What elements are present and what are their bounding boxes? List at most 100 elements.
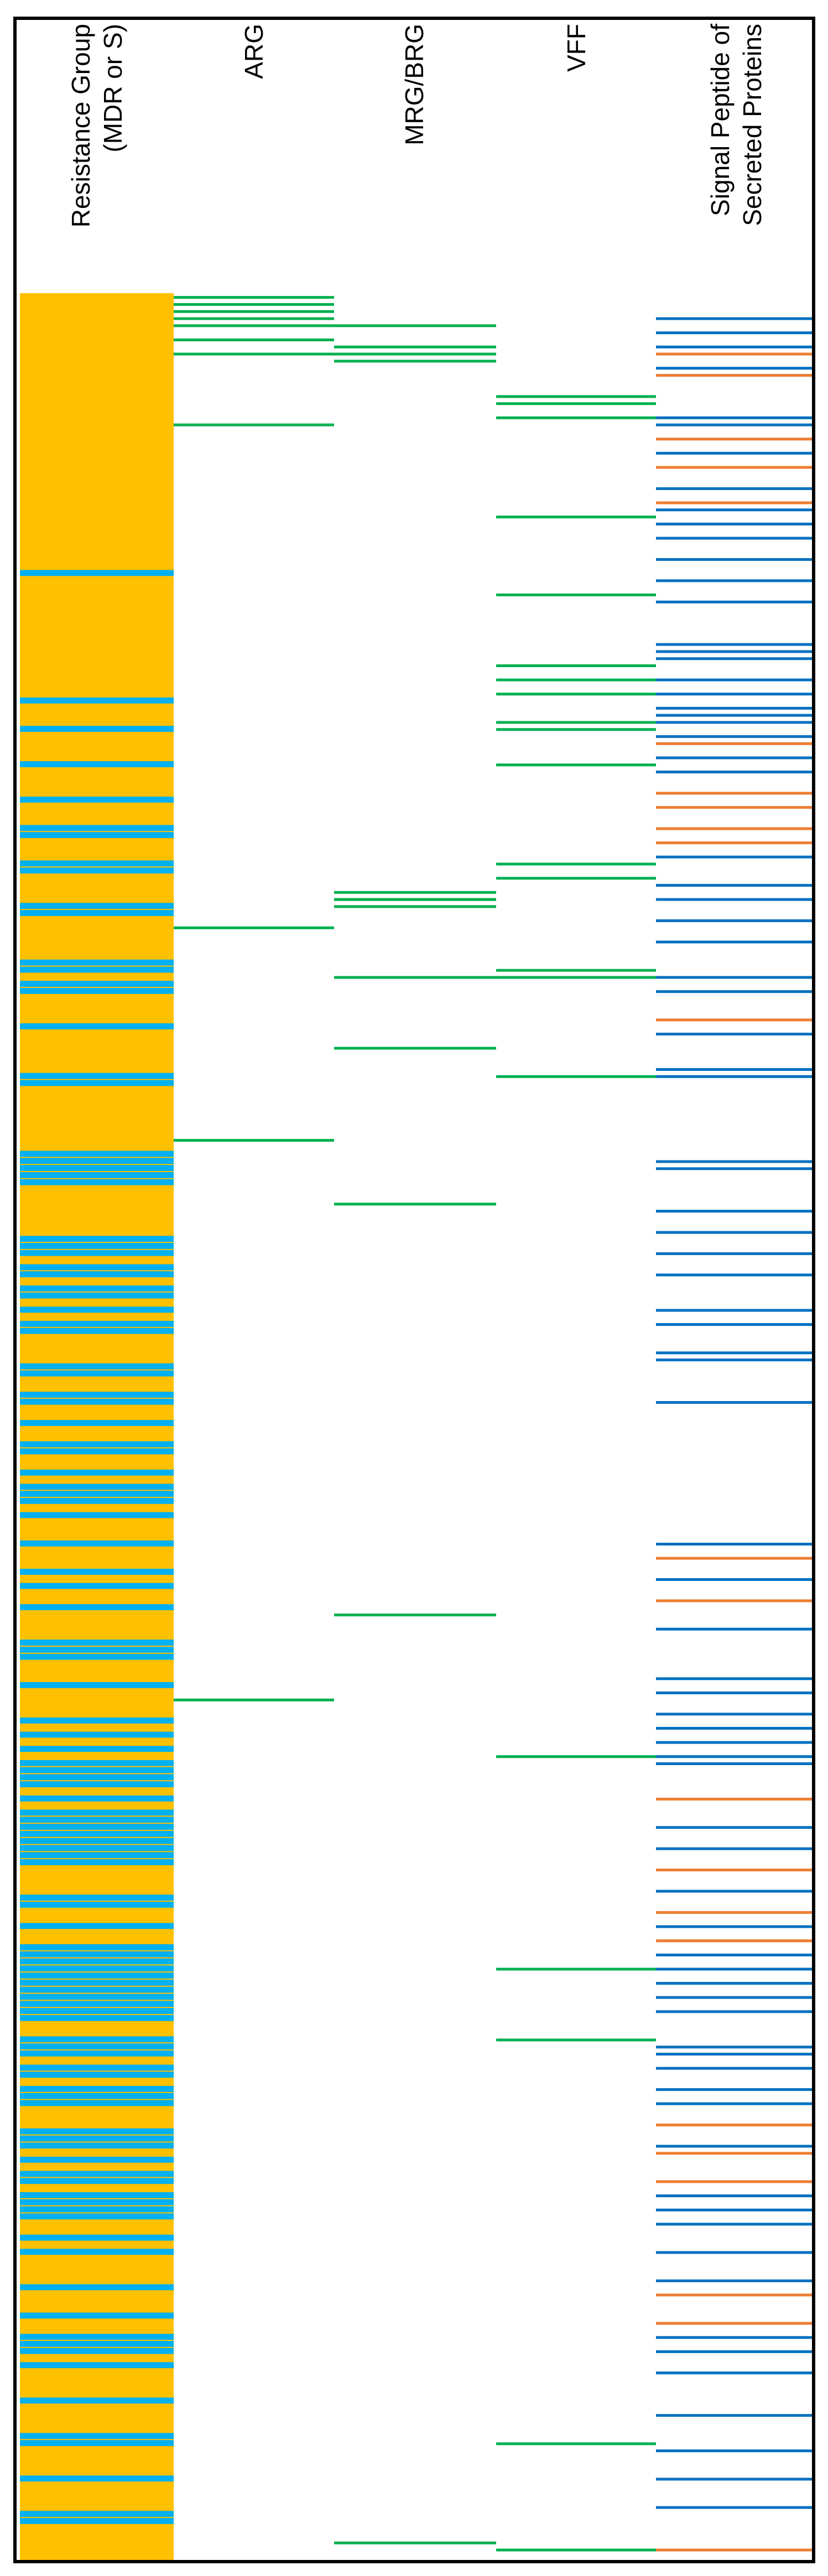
signal-peptide-line xyxy=(656,1401,812,1404)
resistance-s-row xyxy=(20,2334,174,2340)
signal-peptide-line xyxy=(656,537,812,540)
resistance-s-row xyxy=(20,726,174,732)
resistance-s-row xyxy=(20,2100,174,2106)
resistance-s-row xyxy=(20,1073,174,1079)
signal-peptide-line xyxy=(656,1890,812,1893)
resistance-s-row xyxy=(20,1158,174,1164)
signal-peptide-line xyxy=(656,1252,812,1255)
arg-hit-line xyxy=(174,338,334,341)
resistance-s-row xyxy=(20,1250,174,1256)
resistance-s-row xyxy=(20,1852,174,1859)
signal-peptide-line xyxy=(656,2053,812,2056)
arg-hit-line xyxy=(174,1139,334,1142)
signal-peptide-line xyxy=(656,1359,812,1362)
signal-peptide-line xyxy=(656,487,812,490)
signal-peptide-line xyxy=(656,1677,812,1680)
resistance-s-row xyxy=(20,1292,174,1299)
resistance-s-row xyxy=(20,2178,174,2184)
signal-peptide-line xyxy=(656,2506,812,2509)
signal-peptide-line xyxy=(656,1968,812,1971)
signal-peptide-line xyxy=(656,2293,812,2297)
signal-peptide-line xyxy=(656,1543,812,1546)
resistance-s-row xyxy=(20,1363,174,1370)
signal-peptide-line xyxy=(656,2336,812,2339)
signal-peptide-line xyxy=(656,1351,812,1355)
signal-peptide-line xyxy=(656,1210,812,1213)
signal-peptide-line xyxy=(656,1691,812,1694)
resistance-s-row xyxy=(20,1441,174,1448)
resistance-s-row xyxy=(20,2440,174,2447)
resistance-s-row xyxy=(20,1781,174,1788)
resistance-s-row xyxy=(20,1809,174,1816)
resistance-s-row xyxy=(20,1902,174,1908)
resistance-mdr-band xyxy=(20,293,174,2560)
resistance-s-row xyxy=(20,2284,174,2291)
resistance-s-row xyxy=(20,2085,174,2092)
vff-hit-line xyxy=(496,1075,656,1078)
signal-peptide-line xyxy=(656,501,812,504)
signal-peptide-line xyxy=(656,657,812,660)
resistance-s-row xyxy=(20,2036,174,2043)
resistance-s-row xyxy=(20,1682,174,1688)
signal-peptide-line xyxy=(656,1599,812,1602)
resistance-s-row xyxy=(20,2093,174,2099)
mrg-hit-line xyxy=(334,976,496,979)
resistance-s-row xyxy=(20,2249,174,2255)
resistance-s-row xyxy=(20,1830,174,1837)
resistance-s-row xyxy=(20,570,174,576)
resistance-s-row xyxy=(20,2206,174,2213)
signal-peptide-line xyxy=(656,438,812,441)
signal-peptide-line xyxy=(656,1869,812,1872)
resistance-s-row xyxy=(20,1845,174,1851)
resistance-s-row xyxy=(20,1718,174,1724)
signal-peptide-line xyxy=(656,898,812,901)
signal-peptide-line xyxy=(656,827,812,830)
signal-peptide-line xyxy=(656,1741,812,1744)
vff-hit-line xyxy=(496,976,656,979)
signal-peptide-line xyxy=(656,1982,812,1985)
resistance-s-row xyxy=(20,1271,174,1278)
signal-peptide-line xyxy=(656,1167,812,1170)
signal-peptide-line xyxy=(656,2449,812,2453)
resistance-s-row xyxy=(20,1640,174,1646)
signal-peptide-line xyxy=(656,423,812,426)
signal-peptide-line xyxy=(656,884,812,887)
resistance-s-row xyxy=(20,2213,174,2220)
resistance-s-row xyxy=(20,1824,174,1830)
arg-hit-line xyxy=(174,926,334,929)
resistance-s-row xyxy=(20,910,174,916)
signal-peptide-line xyxy=(656,2046,812,2049)
signal-peptide-line xyxy=(656,693,812,696)
signal-peptide-line xyxy=(656,2010,812,2013)
signal-peptide-line xyxy=(656,522,812,525)
resistance-s-row xyxy=(20,2135,174,2142)
signal-peptide-line xyxy=(656,1762,812,1766)
signal-peptide-line xyxy=(656,806,812,809)
signal-peptide-line xyxy=(656,451,812,455)
resistance-s-row xyxy=(20,1923,174,1929)
resistance-s-row xyxy=(20,1973,174,1979)
signal-peptide-line xyxy=(656,367,812,370)
resistance-s-row xyxy=(20,2192,174,2198)
resistance-s-row xyxy=(20,2433,174,2439)
resistance-s-row xyxy=(20,903,174,909)
signal-peptide-line xyxy=(656,1627,812,1631)
arg-hit-line xyxy=(174,317,334,320)
resistance-s-row xyxy=(20,860,174,867)
signal-peptide-line xyxy=(656,373,812,377)
resistance-s-row xyxy=(20,1320,174,1327)
resistance-s-row xyxy=(20,959,174,966)
signal-peptide-line xyxy=(656,600,812,603)
signal-peptide-line xyxy=(656,2223,812,2226)
signal-peptide-line xyxy=(656,1068,812,1071)
resistance-s-row xyxy=(20,1795,174,1802)
signal-peptide-line xyxy=(656,2478,812,2481)
signal-peptide-line xyxy=(656,2548,812,2552)
mrg-hit-line xyxy=(334,905,496,908)
signal-peptide-line xyxy=(656,2279,812,2282)
signal-peptide-line xyxy=(656,1996,812,1999)
signal-peptide-line xyxy=(656,579,812,582)
resistance-s-row xyxy=(20,1646,174,1653)
signal-peptide-line xyxy=(656,771,812,774)
resistance-s-row xyxy=(20,1760,174,1766)
